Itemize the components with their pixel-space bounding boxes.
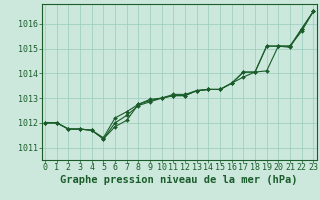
X-axis label: Graphe pression niveau de la mer (hPa): Graphe pression niveau de la mer (hPa) — [60, 175, 298, 185]
